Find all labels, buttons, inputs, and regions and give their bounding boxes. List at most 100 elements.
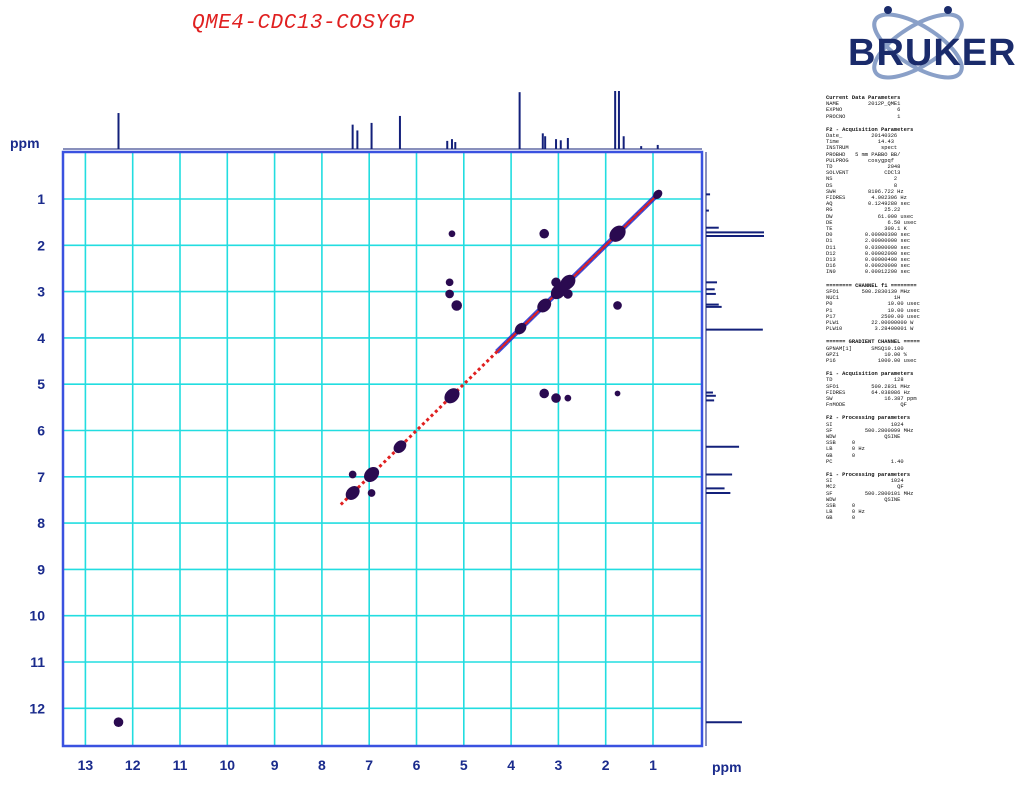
y-tick-label: 12	[29, 700, 45, 716]
cross-peak	[551, 393, 561, 403]
parameter-line: TD 2048	[826, 164, 901, 171]
parameter-block-header: Current Data Parameters	[826, 95, 901, 101]
parameter-line: NUC1 1H	[826, 295, 901, 302]
parameter-block: ======== CHANNEL f1 ======== SFO1 500.283…	[826, 283, 1016, 333]
diagonal-line	[339, 193, 659, 506]
cross-peak	[539, 388, 550, 399]
parameter-line: EXPNO 6	[826, 107, 901, 114]
parameter-line: SFO1 500.2830139 MHz	[826, 288, 911, 295]
y-tick-label: 7	[37, 469, 45, 485]
parameter-line: P16 1000.00 usec	[826, 357, 917, 364]
cross-peak	[539, 228, 550, 239]
acquisition-parameters-panel: Current Data Parameters NAME 2012P_QME1 EX…	[826, 95, 1016, 785]
parameter-line: NS 2	[826, 176, 898, 183]
diagonal-peak	[364, 466, 380, 483]
cross-peak	[564, 394, 572, 402]
parameter-line: PC 1.40	[826, 458, 904, 465]
parameter-line: SSB 0	[826, 440, 856, 447]
cross-peak	[613, 301, 622, 310]
cross-peak	[367, 489, 376, 497]
parameter-line: FIDRES 64.038086 Hz	[826, 389, 911, 396]
parameter-line: GB 0	[826, 452, 856, 459]
parameter-line: D11 0.03000000 sec	[826, 244, 911, 251]
y-tick-label: 1	[37, 191, 45, 207]
y-tick-label: 5	[37, 376, 45, 392]
parameter-line: GPZ1 10.00 %	[826, 351, 907, 358]
x-tick-label: 9	[271, 757, 279, 773]
parameter-line: SSB 0	[826, 502, 856, 509]
parameter-line: SF 500.2800101 MHz	[826, 490, 914, 497]
x-tick-label: 4	[507, 757, 515, 773]
parameter-line: SFO1 500.2831 MHz	[826, 383, 911, 390]
parameter-line: PROBHD 5 mm PABBO BB/	[826, 151, 901, 158]
parameter-line: D13 0.00000400 sec	[826, 257, 911, 264]
bruker-logo: BRUKER	[836, 0, 1023, 95]
parameter-line: NAME 2012P_QME1	[826, 101, 901, 108]
parameter-line: P1 10.00 usec	[826, 307, 920, 314]
x-axis-unit-label: ppm	[712, 759, 742, 775]
diagonal-peak	[514, 322, 527, 335]
parameter-line: PROCNO 1	[826, 113, 901, 120]
parameter-line: PLW10 3.28400001 W	[826, 326, 914, 333]
x-tick-label: 11	[173, 757, 188, 773]
parameter-line: RG 25.22	[826, 207, 901, 214]
diagonal-peak	[537, 298, 552, 313]
parameter-line: P17 2500.00 usec	[826, 313, 920, 320]
x-tick-label: 2	[602, 757, 610, 773]
diagonal-peak	[345, 486, 360, 500]
y-tick-label: 10	[29, 608, 45, 624]
parameter-line: FIDRES 4.002306 Hz	[826, 195, 907, 202]
parameter-line: SF 500.2800099 MHz	[826, 427, 914, 434]
y-tick-label: 6	[37, 423, 45, 439]
parameter-line: WDW QSINE	[826, 433, 901, 440]
x-tick-label: 5	[460, 757, 468, 773]
x-tick-label: 3	[555, 757, 563, 773]
parameter-line: PULPROG cosygpqf	[826, 157, 894, 164]
parameter-line: GB 0	[826, 515, 856, 522]
parameter-line: DS 8	[826, 182, 898, 189]
parameter-line: SOLVENT CDCl3	[826, 170, 901, 177]
cross-peak	[563, 289, 573, 299]
parameter-line: AQ 0.1249280 sec	[826, 201, 911, 208]
y-tick-label: 3	[37, 284, 45, 300]
x-tick-label: 12	[125, 757, 141, 773]
y-tick-label: 8	[37, 515, 45, 531]
y-axis-unit-label: ppm	[10, 135, 40, 151]
x-tick-label: 10	[220, 757, 236, 773]
y-tick-label: 11	[30, 654, 45, 670]
spectrum-title: QME4-CDC13-COSYGP	[192, 12, 415, 35]
parameter-line: LB 0 Hz	[826, 509, 865, 516]
x-tick-label: 1	[649, 757, 657, 773]
parameter-block: F2 - Processing parameters SI 1024 SF 500.…	[826, 415, 1016, 465]
parameter-line: SI 1024	[826, 421, 904, 428]
parameter-line: Time 14.43	[826, 139, 894, 146]
cross-peak	[348, 470, 357, 479]
y-tick-label: 2	[37, 237, 45, 253]
atom-orbit-icon	[872, 6, 964, 80]
parameter-line: FnMODE QF	[826, 402, 907, 409]
parameter-line: PLW1 22.00000000 W	[826, 319, 914, 326]
parameter-line: SW 16.387 ppm	[826, 395, 917, 402]
parameter-line: IN0 0.00012200 sec	[826, 269, 911, 276]
parameter-line: SI 1024	[826, 478, 904, 485]
parameter-block: F1 - Processing parameters SI 1024 MC2 QF S…	[826, 472, 1016, 522]
cross-peak	[448, 230, 456, 238]
parameter-block-header: F1 - Acquisition parameters	[826, 371, 914, 378]
diagonal-peak	[560, 274, 576, 290]
logo-wordmark: BRUKER	[848, 32, 1017, 74]
parameter-line: WDW QSINE	[826, 496, 901, 503]
y-tick-label: 4	[37, 330, 45, 346]
parameter-line: GPNAM[1] SMSQ10.100	[826, 345, 904, 352]
parameter-block-header: ======== CHANNEL f1 ========	[826, 282, 917, 289]
parameter-line: DW 61.000 usec	[826, 213, 914, 220]
parameter-block: F2 - Acquisition Parameters Date_ 2014032…	[826, 127, 1016, 276]
cross-peak	[445, 289, 454, 299]
parameter-block-header: F2 - Acquisition Parameters	[826, 126, 914, 133]
parameter-line: LB 0 Hz	[826, 446, 865, 453]
cross-peak	[451, 300, 462, 311]
parameter-line: Date_ 20140326	[826, 133, 898, 140]
parameter-line: D0 0.00000300 sec	[826, 232, 911, 239]
diagonal-peak	[609, 225, 626, 242]
parameter-line: D16 0.00020000 sec	[826, 263, 911, 270]
